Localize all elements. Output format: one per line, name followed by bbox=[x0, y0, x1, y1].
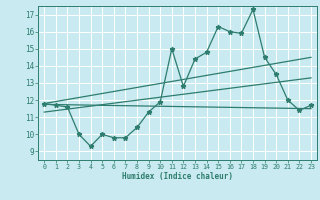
X-axis label: Humidex (Indice chaleur): Humidex (Indice chaleur) bbox=[122, 172, 233, 181]
